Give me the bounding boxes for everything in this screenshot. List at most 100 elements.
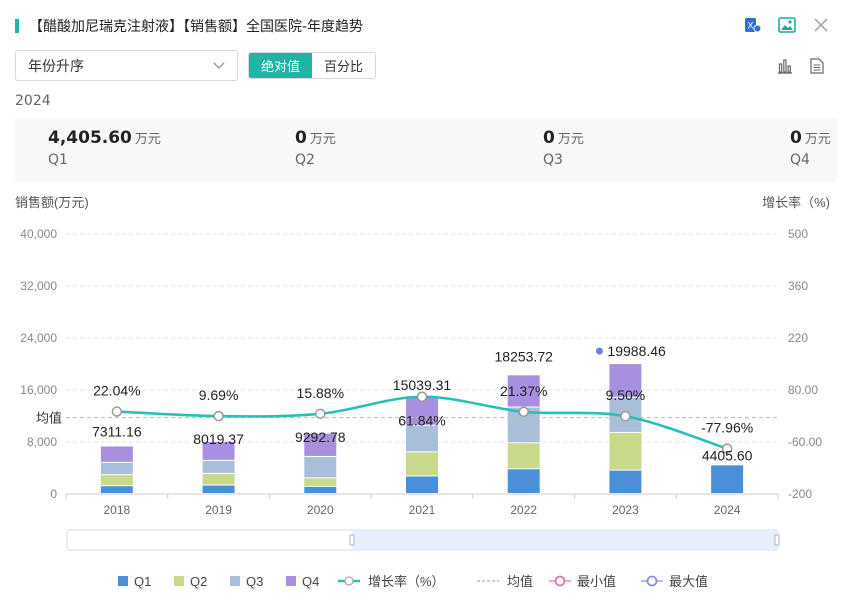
total-label: 4405.60 bbox=[702, 448, 753, 464]
y-tick-right: -200 bbox=[788, 487, 812, 501]
legend-label[interactable]: Q1 bbox=[134, 574, 151, 589]
controls-row: 年份升序 绝对值 百分比 bbox=[15, 50, 377, 81]
right-axis-title: 增长率（%) bbox=[762, 195, 830, 210]
summary-value: 0 bbox=[790, 128, 802, 148]
percent-button[interactable]: 百分比 bbox=[312, 53, 376, 78]
legend-label[interactable]: Q3 bbox=[246, 574, 263, 589]
y-tick-right: 80.00 bbox=[788, 383, 818, 397]
legend-swatch-q4[interactable] bbox=[286, 576, 296, 586]
bar-q4[interactable] bbox=[202, 441, 235, 460]
legend-swatch-growth-dot[interactable] bbox=[344, 576, 354, 586]
summary-year: 2024 bbox=[15, 93, 51, 109]
growth-label: 9.69% bbox=[199, 387, 239, 403]
close-icon[interactable] bbox=[811, 15, 831, 35]
growth-label: -77.96% bbox=[701, 420, 753, 436]
growth-point[interactable] bbox=[518, 406, 529, 418]
growth-point[interactable] bbox=[213, 410, 224, 422]
bar-q3[interactable] bbox=[100, 462, 133, 475]
growth-point[interactable] bbox=[315, 408, 326, 420]
zoom-handle-end[interactable] bbox=[774, 534, 780, 546]
bar-q4[interactable] bbox=[507, 375, 540, 407]
legend-swatch-max-dot[interactable] bbox=[646, 575, 658, 587]
bar-q1[interactable] bbox=[507, 469, 540, 493]
bar-q3[interactable] bbox=[202, 460, 235, 473]
x-tick-label: 2021 bbox=[409, 503, 436, 517]
bar-q1[interactable] bbox=[100, 486, 133, 493]
y-tick-left: 0 bbox=[50, 487, 57, 501]
summary-unit: 万元 bbox=[134, 132, 161, 147]
legend-swatch-q2[interactable] bbox=[174, 576, 184, 586]
bar-q1[interactable] bbox=[304, 486, 337, 493]
max-marker[interactable] bbox=[595, 347, 603, 355]
legend-label[interactable]: 最大值 bbox=[669, 574, 708, 589]
summary-item: 0 万元 Q2 bbox=[295, 128, 336, 168]
legend-label[interactable]: Q4 bbox=[302, 574, 319, 589]
title-bar: 【醋酸加尼瑞克注射液】【销售额】全国医院-年度趋势 bbox=[15, 14, 363, 38]
page-title: 【醋酸加尼瑞克注射液】【销售额】全国医院-年度趋势 bbox=[29, 19, 364, 35]
bar-q2[interactable] bbox=[507, 443, 540, 469]
bar-q2[interactable] bbox=[304, 478, 337, 486]
bar-q2[interactable] bbox=[100, 475, 133, 486]
total-label: 7311.16 bbox=[92, 423, 142, 439]
summary-label: Q4 bbox=[790, 152, 810, 168]
legend-swatch-q1[interactable] bbox=[118, 576, 128, 586]
growth-point[interactable] bbox=[721, 443, 733, 454]
legend-swatch-q3[interactable] bbox=[230, 576, 240, 586]
bar-q2[interactable] bbox=[202, 473, 235, 485]
bar-q3[interactable] bbox=[304, 456, 337, 478]
legend-swatch-min-dot[interactable] bbox=[554, 575, 566, 587]
total-label: 9292.78 bbox=[295, 429, 346, 445]
zoom-handle-start[interactable] bbox=[349, 534, 355, 546]
summary-item: 4,405.60 万元 Q1 bbox=[48, 128, 161, 168]
legend-label[interactable]: 均值 bbox=[507, 574, 533, 589]
y-tick-left: 8,000 bbox=[27, 435, 57, 449]
bar-q4[interactable] bbox=[100, 446, 133, 462]
bar-q2[interactable] bbox=[406, 452, 438, 476]
legend-label[interactable]: Q2 bbox=[190, 574, 207, 589]
legend-label[interactable]: 最小值 bbox=[577, 574, 616, 589]
x-tick-label: 2020 bbox=[307, 503, 334, 517]
bar-q1[interactable] bbox=[609, 470, 642, 493]
sales-trend-chart: 销售额(万元) 增长率（%) 0 -200 8,000 -60.00 16,000 80.00… bbox=[15, 195, 830, 589]
summary-unit: 万元 bbox=[557, 132, 584, 147]
growth-label: 15.88% bbox=[297, 385, 344, 401]
bar-q1[interactable] bbox=[406, 476, 438, 493]
absolute-value-button[interactable]: 绝对值 bbox=[249, 53, 313, 78]
summary-label: Q2 bbox=[295, 152, 315, 168]
growth-point[interactable] bbox=[111, 406, 123, 417]
svg-text:X: X bbox=[747, 21, 753, 31]
summary-label: Q3 bbox=[543, 152, 563, 168]
y-tick-left: 40,000 bbox=[20, 227, 57, 241]
x-tick-label: 2019 bbox=[205, 503, 232, 517]
legend-label[interactable]: 增长率（%） bbox=[368, 574, 445, 589]
bar-q4[interactable] bbox=[609, 364, 642, 397]
total-label: 15039.31 bbox=[393, 377, 452, 393]
summary-unit: 万元 bbox=[804, 132, 831, 147]
zoom-slider-window[interactable] bbox=[352, 530, 778, 550]
excel-export-icon[interactable]: X bbox=[743, 15, 763, 35]
y-tick-left: 16,000 bbox=[20, 383, 57, 397]
image-icon[interactable] bbox=[777, 15, 797, 35]
summary-unit: 万元 bbox=[309, 132, 336, 147]
summary-value: 0 bbox=[295, 128, 307, 148]
bar-q4[interactable] bbox=[304, 433, 337, 456]
growth-point[interactable] bbox=[416, 391, 428, 402]
bar-q1[interactable] bbox=[202, 485, 235, 493]
x-tick-label: 2022 bbox=[510, 503, 537, 517]
bar-q3[interactable] bbox=[406, 425, 438, 452]
summary-item: 0 万元 Q3 bbox=[543, 128, 584, 168]
x-tick-label: 2024 bbox=[714, 503, 741, 517]
bar-chart-icon[interactable] bbox=[775, 56, 795, 76]
growth-label: 9.50% bbox=[606, 387, 646, 403]
table-icon[interactable] bbox=[807, 56, 827, 76]
bar-q2[interactable] bbox=[609, 432, 642, 470]
y-tick-right: 500 bbox=[788, 227, 808, 241]
view-switcher bbox=[775, 56, 827, 76]
summary-label: Q1 bbox=[48, 152, 68, 168]
average-label: 均值 bbox=[36, 411, 62, 426]
x-tick-label: 2018 bbox=[104, 503, 131, 517]
sort-select[interactable]: 年份升序 bbox=[15, 50, 238, 81]
total-label: 8019.37 bbox=[193, 431, 244, 447]
growth-point[interactable] bbox=[620, 410, 631, 422]
bar-q1[interactable] bbox=[711, 465, 744, 493]
